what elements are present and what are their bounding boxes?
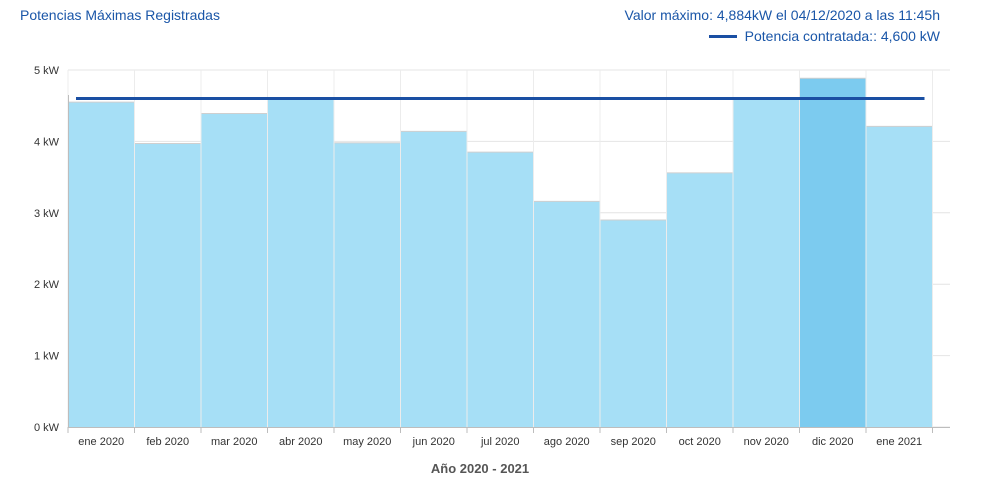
bar-ene-2021[interactable] [866, 126, 933, 427]
max-value-info: Valor máximo: 4,884kW el 04/12/2020 a la… [624, 7, 940, 23]
chart-title: Potencias Máximas Registradas [20, 7, 220, 23]
bars [68, 77, 933, 428]
x-tick-label: ago 2020 [544, 436, 590, 448]
bar-sep-2020[interactable] [600, 219, 667, 427]
bar-jun-2020[interactable] [401, 131, 467, 428]
y-tick-label: 2 kW [34, 279, 60, 291]
bar-ago-2020[interactable] [534, 201, 600, 427]
x-axis-label: Año 2020 - 2021 [431, 461, 529, 476]
x-tick-label: dic 2020 [812, 436, 854, 448]
bar-ene-2020[interactable] [68, 102, 135, 427]
x-tick-label: jun 2020 [412, 436, 455, 448]
x-tick-label: may 2020 [343, 436, 391, 448]
bar-feb-2020[interactable] [135, 143, 201, 428]
bar-dic-2020[interactable] [800, 78, 866, 427]
y-tick-labels: 0 kW 1 kW 2 kW 3 kW 4 kW 5 kW [34, 65, 60, 434]
axes [67, 95, 950, 433]
legend-line-swatch [708, 34, 737, 38]
x-tick-label: ene 2021 [876, 436, 922, 448]
bar-oct-2020[interactable] [667, 172, 733, 427]
legend-label: Potencia contratada:: 4,600 kW [744, 28, 940, 44]
y-tick-label: 3 kW [34, 208, 60, 220]
x-tick-label: jul 2020 [480, 436, 520, 448]
bar-nov-2020[interactable] [733, 97, 800, 427]
y-tick-label: 1 kW [34, 351, 60, 363]
x-tick-label: ene 2020 [78, 436, 124, 448]
y-tick-label: 4 kW [34, 136, 60, 148]
x-tick-label: mar 2020 [211, 436, 257, 448]
x-tick-labels: ene 2020 feb 2020 mar 2020 abr 2020 may 2020… [78, 436, 922, 448]
bar-mar-2020[interactable] [201, 113, 268, 427]
x-tick-label: oct 2020 [679, 436, 721, 448]
x-tick-label: nov 2020 [744, 436, 789, 448]
legend[interactable]: Potencia contratada:: 4,600 kW [708, 28, 940, 44]
y-tick-label: 5 kW [34, 65, 60, 77]
y-tick-label: 0 kW [34, 422, 60, 434]
x-tick-label: sep 2020 [611, 436, 656, 448]
x-tick-label: feb 2020 [146, 436, 189, 448]
bar-jul-2020[interactable] [467, 152, 534, 428]
bar-abr-2020[interactable] [268, 97, 334, 427]
x-tick-label: abr 2020 [279, 436, 322, 448]
bar-may-2020[interactable] [334, 142, 401, 427]
